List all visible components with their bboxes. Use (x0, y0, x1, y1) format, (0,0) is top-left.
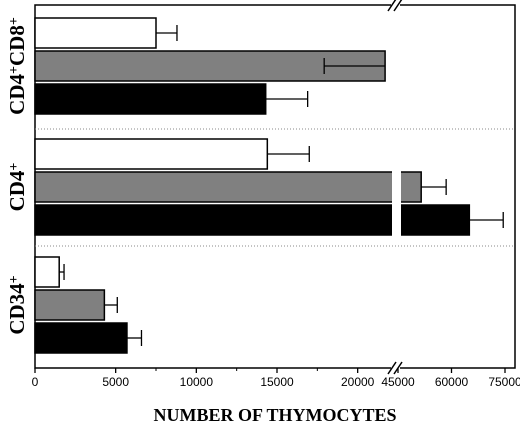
group-label-3: CD34+ (5, 275, 29, 334)
group-label-3-part-2: + (7, 275, 22, 283)
x-axis-title: NUMBER OF THYMOCYTES (153, 405, 396, 425)
group-label-1-part-3: CD8 (5, 25, 29, 66)
axis-break-marks (387, 0, 403, 375)
group-label-1: CD4+CD8+ (5, 17, 29, 115)
axis-break-slash-top-2 (393, 0, 403, 12)
bars-layer (34, 17, 504, 354)
group-label-2-part-2: + (7, 163, 22, 171)
group-label-1-part-4: + (7, 17, 22, 25)
group-label-3-part-1: CD34 (5, 283, 29, 335)
x-tick-label-3: 10000 (180, 375, 214, 389)
bar-3-3 (34, 322, 128, 354)
x-tick-label-8: 75000 (488, 375, 520, 389)
x-tick-label-4: 15000 (260, 375, 294, 389)
bar-2-3 (34, 204, 471, 236)
bar-2-1 (34, 138, 269, 170)
axis-break-mask-bottom (391, 364, 400, 372)
axis-break-slash-bottom-1 (387, 361, 397, 375)
group-separators (35, 128, 515, 247)
x-tick-label-5: 20000 (341, 375, 375, 389)
bar-3-2 (34, 289, 106, 321)
bar-1-1 (34, 17, 157, 49)
group-label-1-part-2: + (7, 66, 22, 74)
x-tick-label-2: 5000 (102, 375, 129, 389)
x-tick-label-6: 45000 (381, 375, 415, 389)
group-labels: CD4+CD8+CD4+CD34+ (5, 17, 29, 335)
bar-1-3 (34, 83, 267, 115)
axis-break-slash-top-1 (387, 0, 397, 12)
group-label-2: CD4+ (5, 163, 29, 212)
group-label-2-part-1: CD4 (5, 170, 29, 211)
x-tick-label-1: 0 (32, 375, 39, 389)
bar-3-1 (34, 256, 60, 288)
bar-break-gap (392, 168, 401, 242)
bar-2-2 (34, 171, 422, 203)
x-axis: 0 5000 10000 15000 20000 45000 60000 75000 (32, 368, 520, 389)
x-tick-label-7: 60000 (435, 375, 469, 389)
axis-break-mask-top (391, 1, 400, 9)
group-label-1-part-1: CD4 (5, 73, 29, 114)
